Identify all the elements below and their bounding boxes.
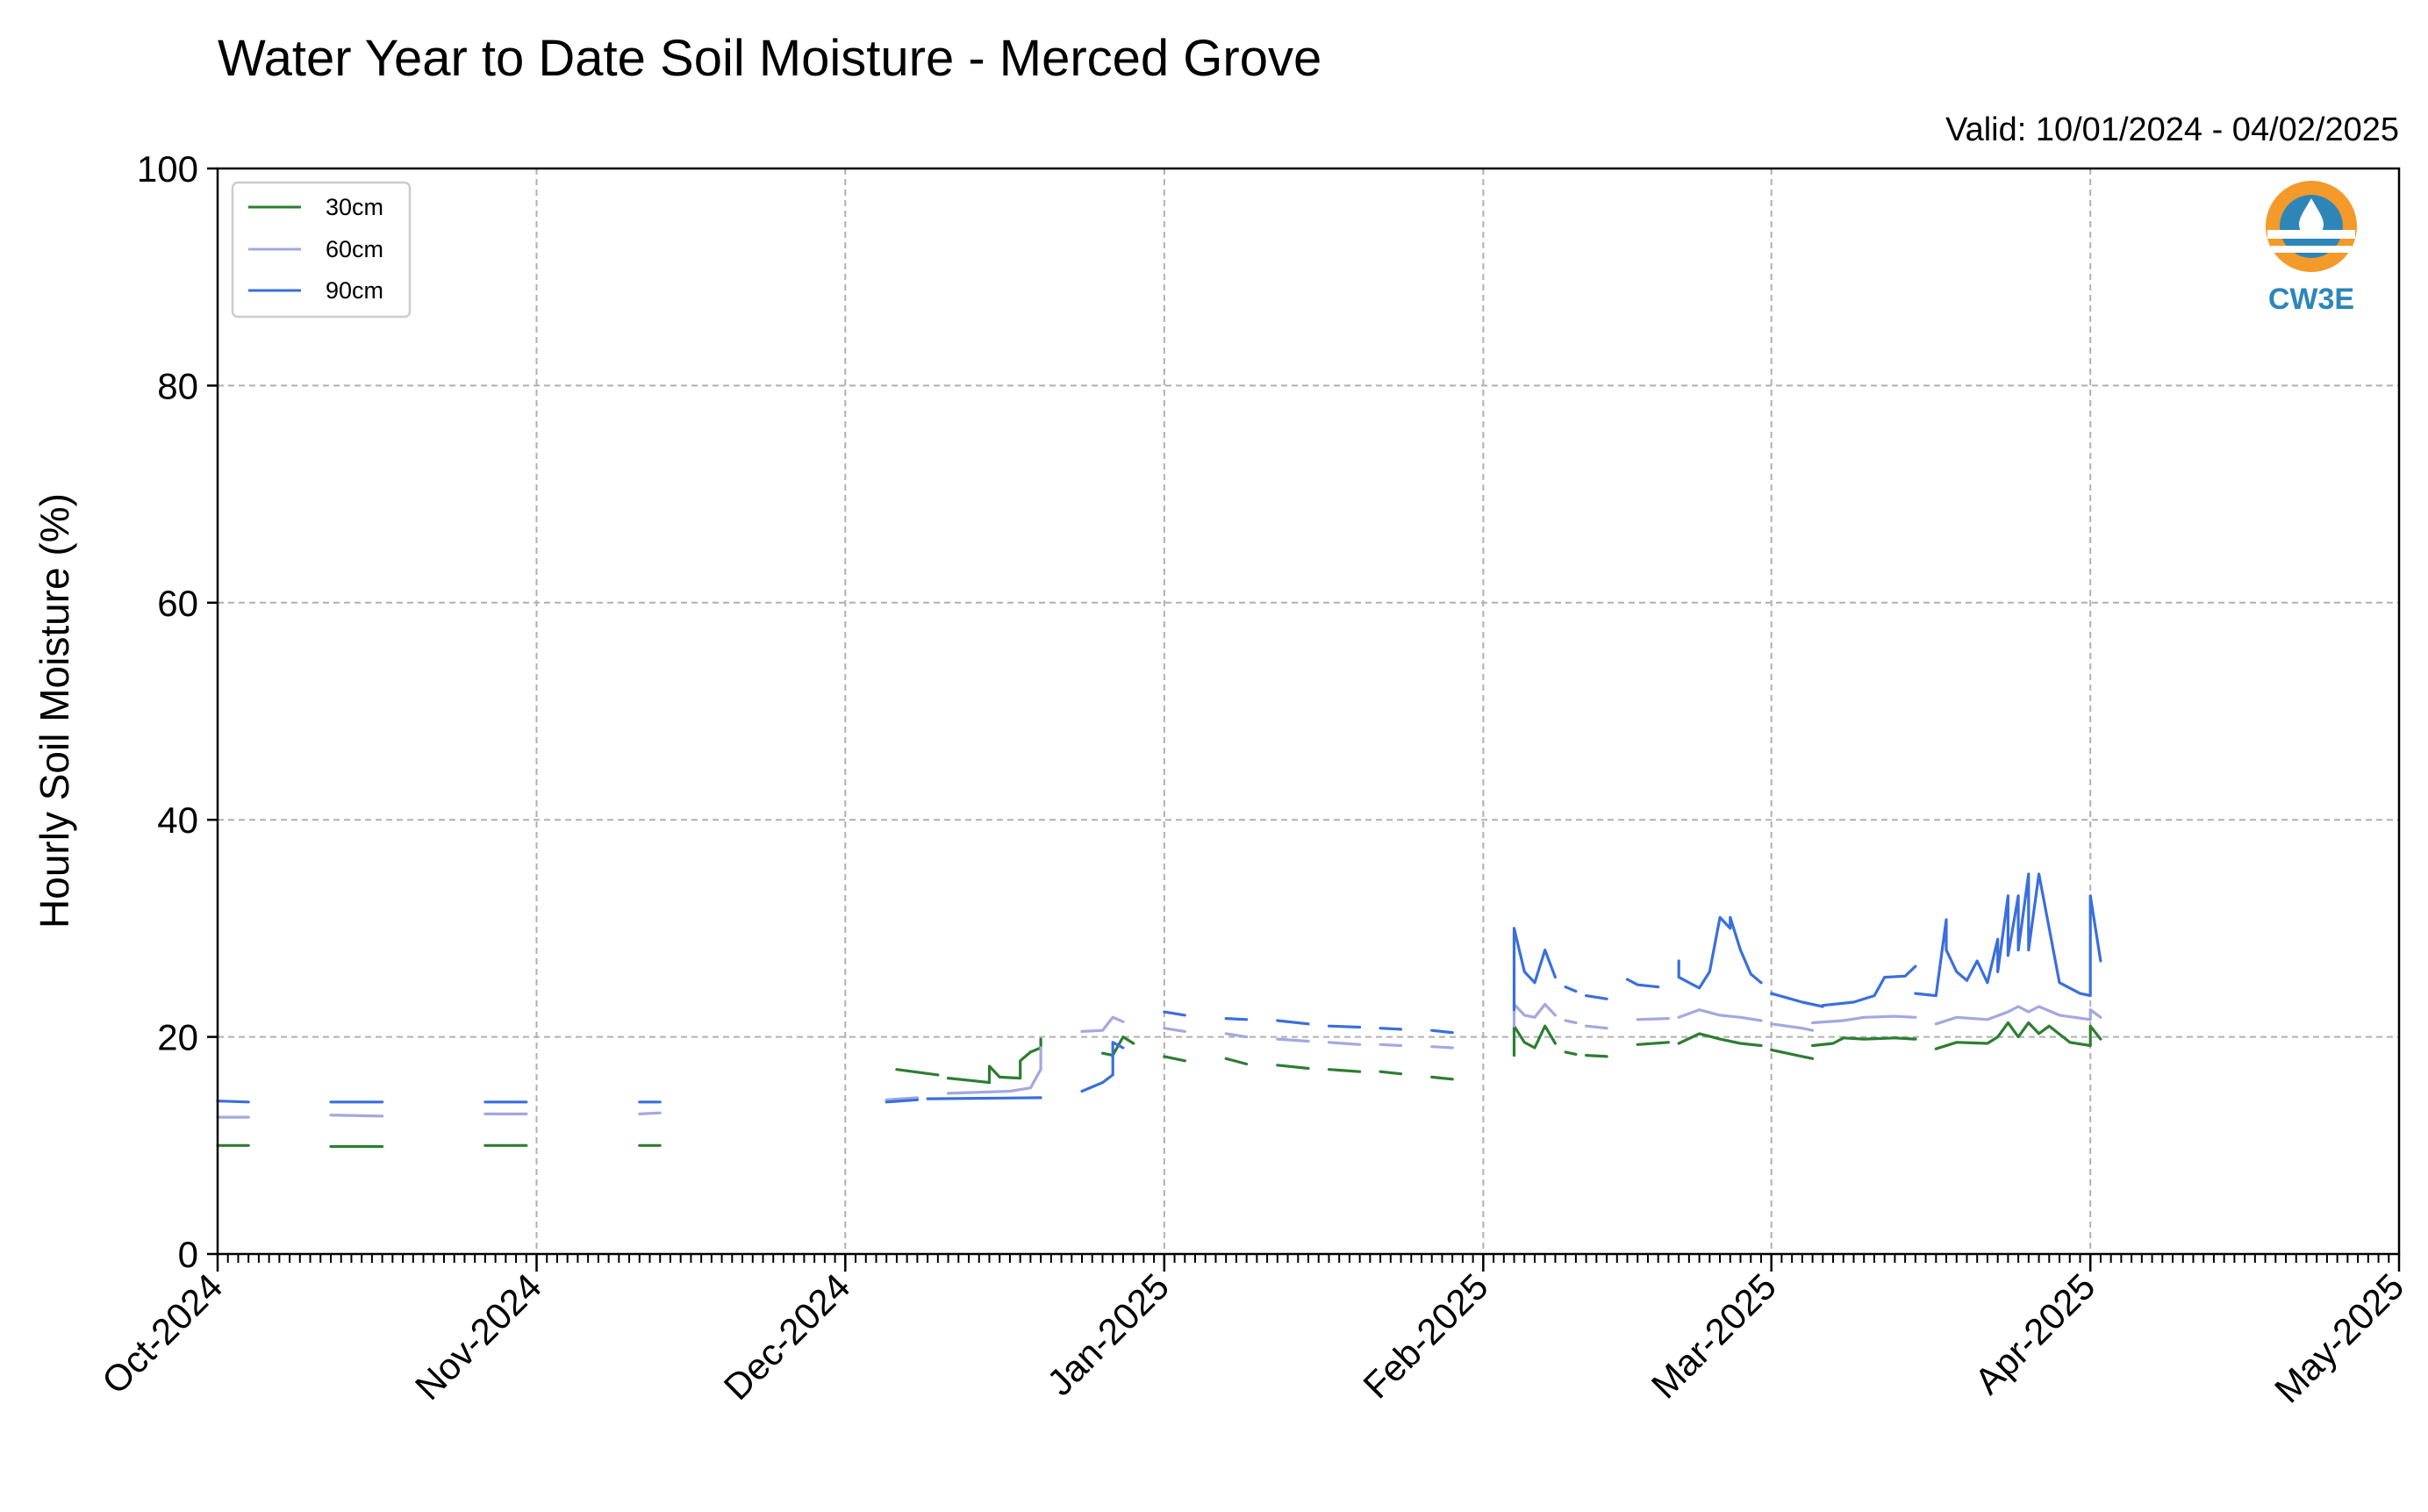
series-90cm-segment-14 [1564,985,1578,993]
series-30cm-segment-20 [1934,1021,2102,1050]
series-60cm-segment-1 [329,1114,384,1118]
series-30cm-segment-8 [1224,1057,1249,1066]
series-90cm-segment-6 [1080,1041,1125,1093]
x-tick-label-Feb-2025: Feb-2025 [1355,1265,1495,1406]
data-layer [216,872,2102,1149]
series-30cm-segment-10 [1327,1068,1362,1073]
chart-subtitle: Valid: 10/01/2024 - 04/02/2025 [1945,111,2399,148]
series-90cm-segment-16 [1625,978,1660,989]
series-60cm-segment-5 [946,1046,1042,1095]
series-30cm-segment-19 [1811,1036,1917,1048]
series-60cm-segment-11 [1379,1043,1403,1048]
series-90cm-segment-7 [1163,1010,1186,1017]
legend-label-90cm: 90cm [326,277,383,304]
legend: 30cm 60cm 90cm [231,181,412,319]
chart-title: Water Year to Date Soil Moisture - Merce… [218,30,1321,87]
series-90cm-segment-20 [1914,872,2102,998]
legend-box [231,181,412,319]
series-90cm-segment-0 [216,1099,250,1104]
series-60cm-segment-7 [1163,1027,1186,1034]
series-30cm-segment-14 [1564,1050,1578,1057]
series-60cm [216,1002,2102,1119]
series-90cm-segment-13 [1512,927,1558,1012]
y-axis-label: Hourly Soil Moisture (%) [32,493,77,928]
series-30cm [216,1021,2102,1149]
legend-label-60cm: 60cm [326,236,383,262]
y-tick-label-80: 80 [157,365,198,406]
x-tick-label-May-2025: May-2025 [2267,1265,2411,1410]
logo-drop-icon [2299,198,2324,237]
series-90cm-segment-10 [1327,1024,1362,1029]
series-90cm-segment-8 [1224,1016,1249,1021]
series-60cm-segment-19 [1811,1014,1917,1025]
legend-label-30cm: 30cm [326,194,383,220]
series-60cm-segment-9 [1276,1037,1310,1043]
plot-frame [216,167,2401,1256]
series-30cm-segment-7 [1163,1055,1186,1063]
series-60cm-segment-16 [1636,1016,1671,1021]
series-90cm [216,872,2102,1104]
series-60cm-segment-4 [885,1096,920,1101]
series-90cm-segment-4 [885,1098,920,1104]
series-90cm-segment-11 [1379,1027,1403,1031]
series-60cm-segment-8 [1224,1032,1249,1039]
series-90cm-segment-19 [1821,964,1917,1007]
series-60cm-segment-20 [1934,1005,2102,1026]
x-tick-label-Nov-2024: Nov-2024 [407,1265,549,1408]
grid-layer [218,168,2399,1254]
x-tick-label-Oct-2024: Oct-2024 [94,1265,230,1401]
y-tick-label-0: 0 [178,1234,198,1275]
series-30cm-segment-15 [1584,1053,1608,1058]
series-30cm-segment-13 [1512,1024,1558,1057]
series-60cm-segment-6 [1080,1015,1125,1034]
series-60cm-segment-12 [1430,1045,1454,1050]
series-60cm-segment-14 [1564,1019,1578,1025]
series-90cm-segment-18 [1770,992,1824,1008]
logo-wave-band-2 [2271,246,2352,253]
series-30cm-segment-18 [1770,1048,1815,1060]
series-90cm-segment-5 [926,1096,1042,1100]
series-30cm-segment-4 [895,1068,940,1077]
y-tick-label-60: 60 [157,583,198,624]
series-30cm-segment-11 [1379,1070,1403,1076]
series-60cm-segment-13 [1512,1002,1558,1028]
series-30cm-segment-16 [1636,1041,1671,1046]
series-60cm-segment-17 [1677,1008,1763,1022]
logo-text: CW3E [2268,283,2354,316]
y-tick-label-40: 40 [157,799,198,841]
series-30cm-segment-17 [1677,1032,1763,1048]
x-tick-label-Mar-2025: Mar-2025 [1644,1265,1784,1406]
series-30cm-segment-12 [1430,1075,1454,1081]
series-90cm-segment-17 [1677,915,1763,990]
y-tick-label-20: 20 [157,1017,198,1058]
cw3e-logo: CW3E [2266,181,2357,316]
y-tick-label-100: 100 [137,148,198,190]
x-tick-label-Dec-2024: Dec-2024 [716,1265,858,1408]
tick-layer: 0 20 40 60 80 100 Oct-2024 Nov-2024 Dec-2024 Jan-… [94,148,2411,1410]
series-90cm-segment-15 [1584,993,1608,1000]
series-30cm-segment-5 [946,1037,1042,1085]
series-90cm-segment-9 [1276,1019,1310,1026]
series-60cm-segment-18 [1770,1022,1815,1032]
series-30cm-segment-9 [1276,1064,1310,1071]
series-60cm-segment-15 [1584,1024,1608,1030]
series-60cm-segment-3 [638,1111,662,1116]
series-90cm-segment-12 [1430,1028,1454,1035]
x-tick-label-Jan-2025: Jan-2025 [1039,1265,1177,1403]
series-60cm-segment-10 [1327,1041,1362,1046]
x-tick-label-Apr-2025: Apr-2025 [1966,1265,2102,1401]
